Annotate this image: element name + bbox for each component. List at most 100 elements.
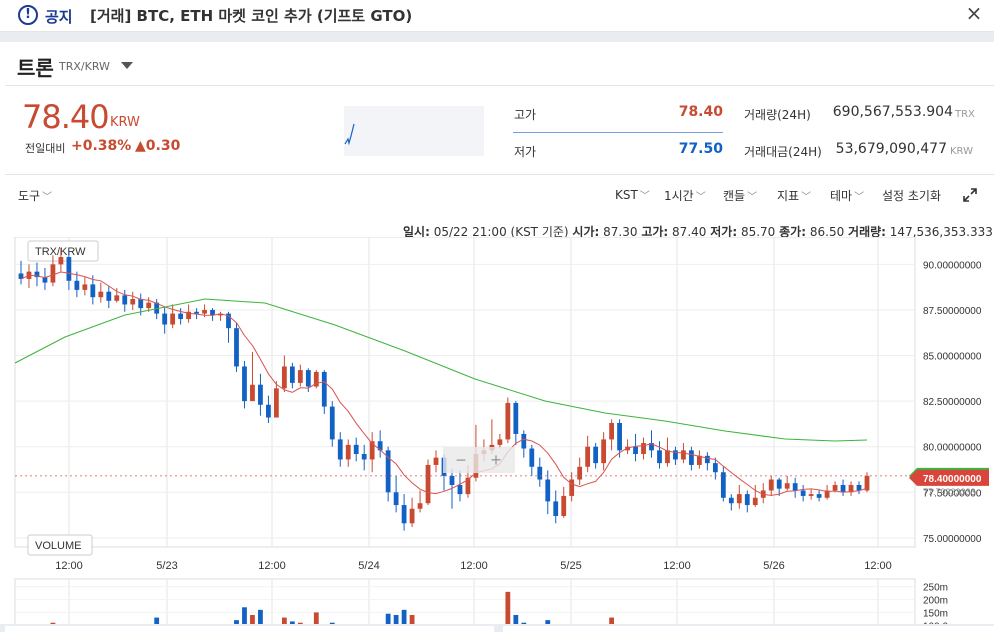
- x-tick-label: 5/25: [560, 560, 581, 572]
- secondary-price-tag: 77.79333333: [923, 487, 976, 497]
- candle-body: [377, 441, 383, 451]
- candle-body: [130, 299, 136, 305]
- candle-body: [816, 494, 822, 498]
- candle-body: [681, 450, 686, 460]
- candle-body: [82, 284, 88, 290]
- candle-body: [210, 309, 215, 316]
- volume-tick-label: 250m: [923, 583, 948, 594]
- candle-body: [178, 313, 184, 320]
- amount-unit: KRW: [950, 146, 973, 157]
- volume-bar: [250, 615, 255, 632]
- candle-body: [297, 370, 303, 383]
- timezone-dropdown[interactable]: KST ﹀: [615, 187, 650, 202]
- candle-body: [848, 485, 854, 493]
- coin-pair: TRX/KRW: [59, 60, 110, 73]
- candle-body: [665, 450, 670, 464]
- candle-body: [433, 457, 439, 465]
- zoom-in-button[interactable]: +: [491, 450, 502, 470]
- candle-body: [409, 508, 415, 524]
- tools-dropdown[interactable]: 도구 ﹀: [18, 187, 52, 204]
- candle-dropdown[interactable]: 캔들 ﹀: [723, 187, 757, 204]
- candle-body: [122, 295, 128, 305]
- candle-body: [353, 444, 359, 454]
- price-chart[interactable]: 12:00 5/23 12:00 5/24 12:00 5/25 12:00 5/26 12:0…: [5, 236, 994, 632]
- candle-body: [800, 490, 806, 496]
- candle-body: [641, 443, 646, 454]
- y-tick-label: 75.00000000: [923, 534, 982, 545]
- price-unit: KRW: [110, 115, 140, 130]
- volume-bar: [242, 607, 247, 632]
- candle-body: [218, 313, 223, 316]
- candle-body: [728, 497, 734, 504]
- candle-body: [393, 492, 399, 506]
- high-value: 78.40: [678, 104, 723, 120]
- candle-body: [808, 494, 814, 496]
- candle-body: [824, 490, 830, 498]
- expand-icon[interactable]: [962, 187, 978, 203]
- coin-name: 트론: [17, 56, 54, 80]
- theme-dropdown[interactable]: 테마 ﹀: [830, 187, 864, 204]
- candle-body: [553, 501, 559, 516]
- candle-body: [792, 483, 798, 491]
- chevron-down-icon: ﹀: [639, 191, 650, 202]
- volume-label-box: [27, 534, 93, 556]
- chevron-down-icon[interactable]: [121, 62, 133, 69]
- candle-label: 캔들: [723, 189, 746, 203]
- candle-body: [768, 479, 774, 491]
- tools-label: 도구: [18, 189, 41, 203]
- indicator-dropdown[interactable]: 지표 ﹀: [777, 187, 811, 204]
- change-percent: +0.38%: [71, 138, 132, 154]
- candle-body: [98, 291, 104, 298]
- candle-body: [186, 311, 191, 320]
- current-price: 78.40: [22, 98, 110, 136]
- interval-label: 1시간: [664, 189, 694, 203]
- candle-body: [561, 495, 567, 516]
- candle-body: [505, 402, 511, 440]
- candle-body: [417, 503, 423, 509]
- zoom-out-button[interactable]: −: [456, 450, 467, 470]
- candle-body: [832, 485, 838, 491]
- notice-text[interactable]: [거래] BTC, ETH 마켓 코인 추가 (기프토 GTO): [90, 7, 413, 25]
- y-tick-label: 80.00000000: [923, 443, 982, 454]
- coin-header: 트론 TRX/KRW: [5, 42, 994, 86]
- candle-body: [601, 439, 607, 464]
- candle-body: [242, 366, 247, 402]
- close-label: 종가:: [779, 225, 807, 239]
- volume-bar: [401, 609, 407, 632]
- zoom-controls: [443, 447, 515, 473]
- notice-bar: ! 공지 [거래] BTC, ETH 마켓 코인 추가 (기프토 GTO) ×: [0, 0, 994, 32]
- ohlc-volume-value: 147,536,353.333: [889, 225, 993, 239]
- low-value: 77.50: [678, 141, 723, 157]
- candle-body: [784, 483, 790, 489]
- time-label: 일시:: [403, 225, 430, 239]
- candle-body: [281, 366, 287, 389]
- trading-panel: 트론 TRX/KRW 78.40 KRW 전일대비 +0.38% ▲0.30 고…: [5, 42, 994, 632]
- candle-body: [369, 441, 375, 460]
- candle-body: [736, 494, 742, 504]
- current-price-tag-bg: [909, 469, 989, 486]
- candle-body: [657, 450, 662, 464]
- candle-body: [321, 371, 327, 407]
- ohlc-volume-label: 거래량:: [848, 225, 886, 239]
- ohlc-high-value: 87.40: [672, 225, 707, 239]
- interval-dropdown[interactable]: 1시간 ﹀: [664, 187, 706, 204]
- candle-body: [114, 295, 120, 301]
- close-icon[interactable]: ×: [965, 1, 983, 25]
- bottom-strip: [0, 624, 994, 632]
- candle-body: [720, 472, 726, 498]
- candle-body: [649, 443, 654, 451]
- chart-area[interactable]: 12:00 5/23 12:00 5/24 12:00 5/25 12:00 5/26 12:0…: [5, 236, 994, 632]
- candle-body: [305, 370, 311, 387]
- divider: [513, 132, 723, 133]
- volume-tick-label: 150m: [923, 608, 948, 619]
- candle-body: [50, 264, 56, 283]
- candle-body: [776, 479, 782, 489]
- reset-button[interactable]: 설정 초기화: [882, 189, 942, 203]
- candle-body: [90, 284, 96, 298]
- candle-body: [385, 450, 391, 493]
- x-tick-label: 12:00: [663, 560, 691, 572]
- chevron-down-icon: ﹀: [854, 192, 865, 203]
- ohlc-info: 일시: 05/22 21:00 (KST 기준) 시가: 87.30 고가: 8…: [403, 223, 993, 240]
- chevron-down-icon: ﹀: [747, 192, 758, 203]
- low-label: 저가: [514, 145, 537, 159]
